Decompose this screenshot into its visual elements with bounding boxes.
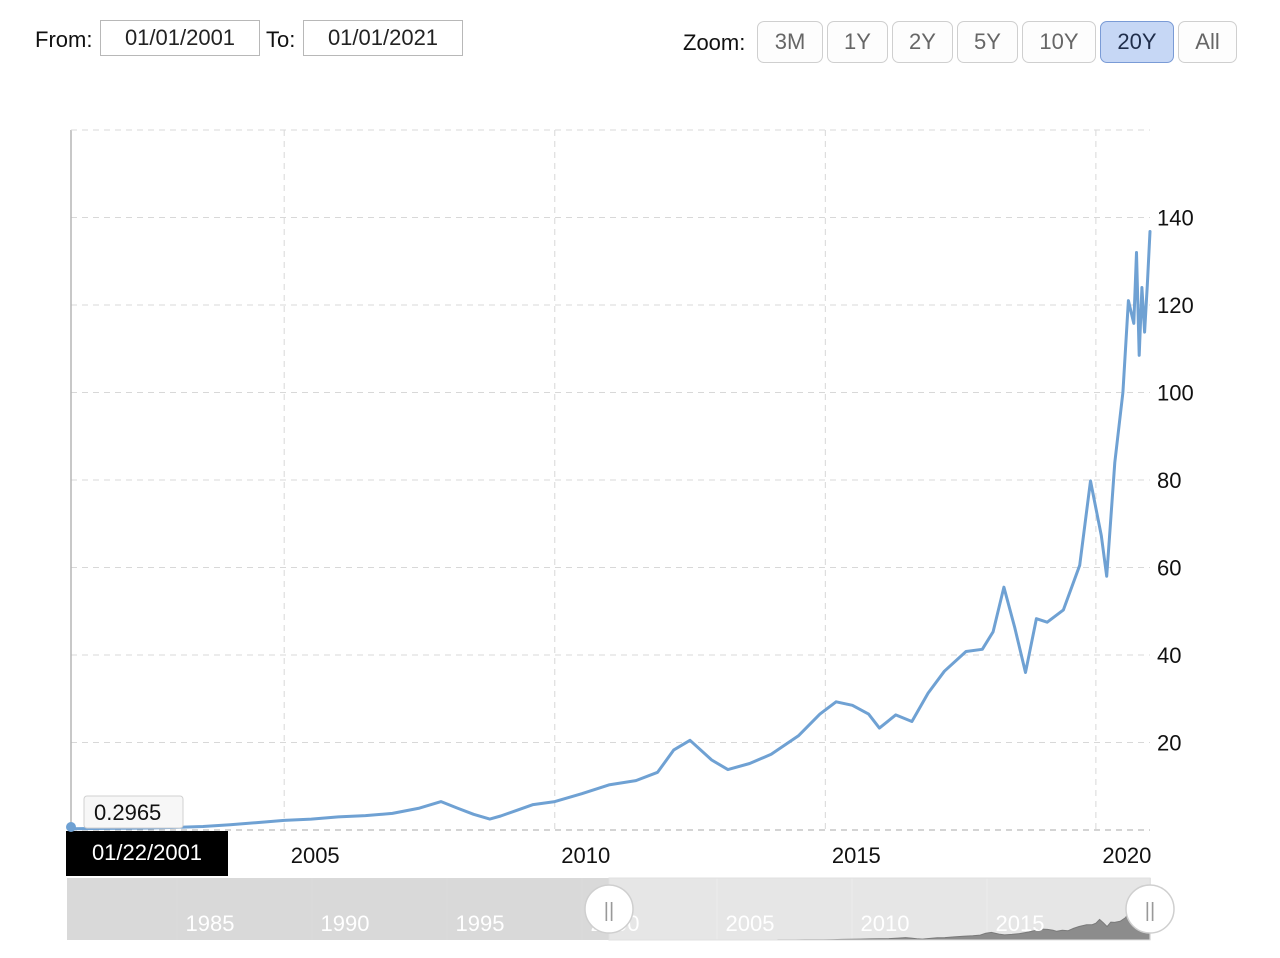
zoom-3m-button[interactable]: 3M xyxy=(757,21,823,63)
x-tick-label: 2015 xyxy=(832,843,881,868)
x-tick-label: 2005 xyxy=(291,843,340,868)
y-axis-labels: 20 40 60 80 100 120 140 xyxy=(1157,206,1194,756)
zoom-1y-button[interactable]: 1Y xyxy=(827,21,888,63)
navigator-right-handle[interactable]: || xyxy=(1125,884,1175,934)
zoom-all-button[interactable]: All xyxy=(1178,21,1237,63)
y-tick-label: 60 xyxy=(1157,556,1181,581)
y-gridlines xyxy=(71,217,1150,831)
navigator-left-handle-knob[interactable] xyxy=(584,884,634,934)
x-tick-label: 2020 xyxy=(1102,843,1151,868)
to-date-input[interactable] xyxy=(303,20,463,56)
navigator-left-handle[interactable]: || xyxy=(584,884,634,934)
from-label: From: xyxy=(35,27,93,52)
x-axis-labels: 2005 2010 2015 2020 xyxy=(291,843,1152,868)
y-tick-label: 40 xyxy=(1157,643,1181,668)
tooltip: 0.2965 01/22/2001 xyxy=(66,795,228,876)
navigator-year-label: 2015 xyxy=(996,911,1045,936)
tooltip-date-text: 01/22/2001 xyxy=(92,840,202,865)
tooltip-date-box xyxy=(66,831,228,876)
y-tick-label: 80 xyxy=(1157,468,1181,493)
zoom-2y-button[interactable]: 2Y xyxy=(892,21,953,63)
navigator-right-handle-knob[interactable] xyxy=(1125,884,1175,934)
navigator-year-label: 1990 xyxy=(321,911,370,936)
tooltip-point-marker xyxy=(66,822,76,832)
to-label: To: xyxy=(266,27,296,52)
navigator: 1985 1990 1995 2000 2005 2010 2015 || || xyxy=(67,877,1175,941)
navigator-mask-left xyxy=(67,878,609,940)
series-line xyxy=(69,230,1152,831)
navigator-year-label: 1985 xyxy=(186,911,235,936)
grip-icon: || xyxy=(1145,900,1155,922)
zoom-5y-button[interactable]: 5Y xyxy=(957,21,1018,63)
y-tick-label: 120 xyxy=(1157,293,1194,318)
zoom-10y-button[interactable]: 10Y xyxy=(1022,21,1096,63)
navigator-year-labels: 1985 1990 1995 2000 2005 2010 2015 xyxy=(186,911,1045,936)
x-tick-label: 2010 xyxy=(561,843,610,868)
y-tick-label: 100 xyxy=(1157,381,1194,406)
from-date-input[interactable] xyxy=(100,20,260,56)
series-layer xyxy=(69,230,1152,831)
navigator-year-label: 2010 xyxy=(861,911,910,936)
y-tick-label: 140 xyxy=(1157,206,1194,231)
grip-icon: || xyxy=(604,900,614,922)
tooltip-value-box xyxy=(83,795,184,829)
navigator-year-label: 1995 xyxy=(456,911,505,936)
x-gridlines xyxy=(283,130,1097,830)
zoom-20y-button[interactable]: 20Y xyxy=(1100,21,1174,63)
navigator-year-label: 2005 xyxy=(726,911,775,936)
y-tick-label: 20 xyxy=(1157,731,1181,756)
zoom-label: Zoom: xyxy=(683,30,746,55)
tooltip-value-text: 0.2965 xyxy=(94,800,161,825)
range-selector: From: To: Zoom: 3M 1Y 2Y 5Y 10Y 20Y All xyxy=(0,0,1280,80)
